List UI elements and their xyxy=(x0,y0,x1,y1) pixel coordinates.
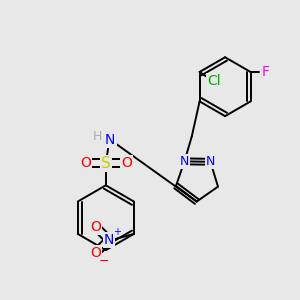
Text: N: N xyxy=(104,233,114,247)
Text: S: S xyxy=(101,156,111,171)
Text: Cl: Cl xyxy=(208,74,221,88)
Text: +: + xyxy=(113,226,121,237)
Text: O: O xyxy=(80,156,91,170)
Text: H: H xyxy=(92,130,102,143)
Text: O: O xyxy=(90,220,101,234)
Text: −: − xyxy=(99,255,109,268)
Text: N: N xyxy=(206,155,215,168)
Text: O: O xyxy=(121,156,132,170)
Text: O: O xyxy=(90,246,101,260)
Text: N: N xyxy=(180,155,189,168)
Text: F: F xyxy=(261,65,269,79)
Text: N: N xyxy=(105,133,116,147)
